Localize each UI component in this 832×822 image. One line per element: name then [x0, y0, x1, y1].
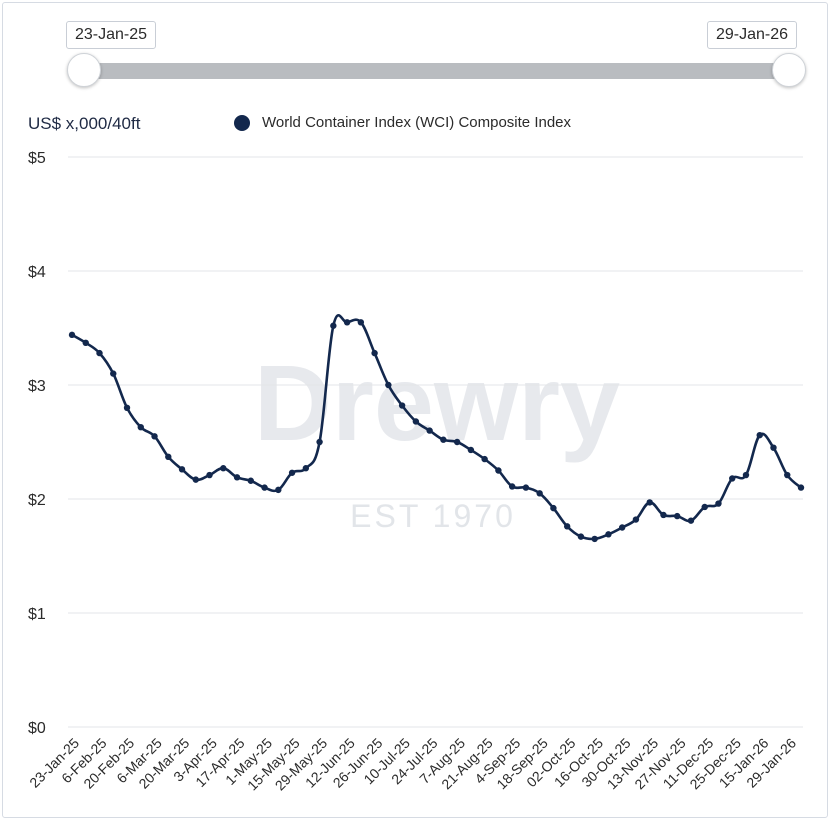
- range-slider-track[interactable]: [84, 63, 790, 79]
- data-point[interactable]: [137, 423, 144, 431]
- data-point[interactable]: [715, 500, 722, 507]
- data-point[interactable]: [288, 469, 296, 476]
- data-point[interactable]: [660, 511, 667, 519]
- data-point[interactable]: [233, 474, 241, 481]
- data-point[interactable]: [453, 438, 461, 446]
- data-point[interactable]: [330, 322, 337, 329]
- range-end-handle[interactable]: [772, 53, 806, 87]
- data-point[interactable]: [426, 427, 433, 434]
- data-point[interactable]: [275, 486, 282, 494]
- data-point[interactable]: [220, 465, 227, 472]
- data-point[interactable]: [577, 533, 585, 540]
- data-point[interactable]: [701, 503, 708, 511]
- data-point[interactable]: [68, 331, 76, 339]
- data-point[interactable]: [110, 370, 117, 377]
- data-point[interactable]: [481, 455, 488, 463]
- data-point[interactable]: [206, 471, 213, 479]
- watermark-est: EST 1970: [350, 498, 516, 534]
- data-point[interactable]: [385, 381, 392, 389]
- data-point[interactable]: [302, 465, 310, 472]
- data-point[interactable]: [729, 475, 736, 482]
- data-point[interactable]: [247, 477, 255, 484]
- data-point[interactable]: [550, 504, 557, 512]
- y-tick-label: $3: [28, 378, 46, 395]
- data-point[interactable]: [522, 484, 530, 491]
- data-point[interactable]: [398, 402, 406, 409]
- data-point[interactable]: [357, 319, 365, 326]
- data-point[interactable]: [646, 499, 653, 506]
- data-point[interactable]: [467, 446, 475, 454]
- data-point[interactable]: [508, 483, 516, 490]
- data-point[interactable]: [165, 453, 172, 461]
- data-point[interactable]: [605, 531, 612, 538]
- data-point[interactable]: [563, 523, 571, 530]
- legend[interactable]: World Container Index (WCI) Composite In…: [234, 114, 571, 131]
- data-point[interactable]: [797, 484, 805, 491]
- data-point[interactable]: [770, 444, 777, 451]
- range-start-handle[interactable]: [67, 53, 101, 87]
- y-axis-unit-label: US$ x,000/40ft: [28, 114, 141, 133]
- data-point[interactable]: [412, 418, 420, 425]
- data-point[interactable]: [96, 349, 103, 357]
- y-tick-label: $1: [28, 606, 46, 623]
- y-tick-label: $5: [28, 150, 46, 167]
- data-point[interactable]: [687, 517, 695, 524]
- data-point[interactable]: [82, 339, 89, 347]
- data-point[interactable]: [674, 512, 681, 520]
- data-point[interactable]: [123, 404, 131, 411]
- data-point[interactable]: [178, 466, 186, 473]
- y-tick-label: $0: [28, 720, 46, 737]
- data-point[interactable]: [343, 319, 351, 326]
- data-point[interactable]: [495, 467, 502, 474]
- data-point[interactable]: [632, 516, 640, 523]
- watermark-brand: Drewry: [254, 342, 620, 463]
- legend-series-marker-icon: [234, 114, 250, 131]
- data-point[interactable]: [151, 433, 158, 440]
- range-end-label: 29-Jan-26: [707, 21, 798, 49]
- y-tick-label: $2: [28, 492, 46, 509]
- data-point[interactable]: [192, 476, 199, 483]
- data-point[interactable]: [756, 431, 763, 439]
- data-point[interactable]: [618, 524, 626, 531]
- legend-series-label: World Container Index (WCI) Composite In…: [262, 114, 572, 131]
- data-point[interactable]: [591, 535, 598, 543]
- data-point[interactable]: [536, 490, 543, 497]
- data-point[interactable]: [316, 438, 323, 446]
- data-point[interactable]: [371, 349, 378, 357]
- watermark: Drewry EST 1970: [254, 342, 620, 534]
- data-point[interactable]: [261, 484, 268, 491]
- data-point[interactable]: [742, 471, 750, 479]
- data-point[interactable]: [440, 436, 447, 443]
- range-start-label: 23-Jan-25: [66, 21, 157, 49]
- data-point[interactable]: [784, 471, 791, 479]
- y-tick-label: $4: [28, 264, 46, 281]
